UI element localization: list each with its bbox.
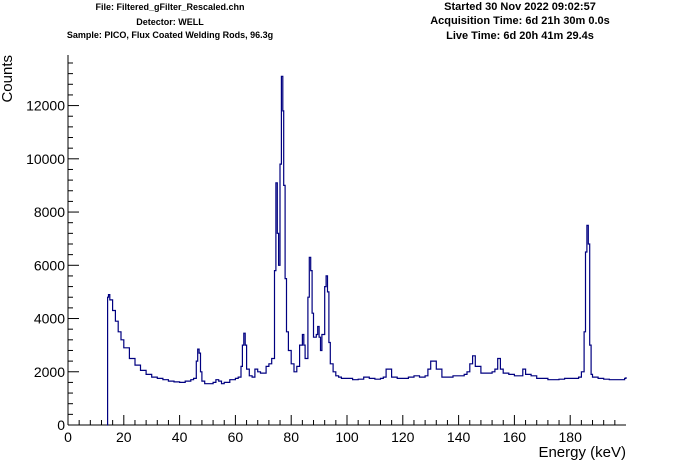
- sample-label: Sample: PICO, Flux Coated Welding Rods, …: [66, 30, 274, 40]
- detector-label: Detector: WELL: [136, 17, 204, 27]
- file-label: File: Filtered_gFilter_Rescaled.chn: [95, 2, 245, 12]
- x-tick-label: 20: [116, 429, 132, 445]
- y-tick-label: 4000: [34, 311, 65, 327]
- y-tick-label: 10000: [26, 151, 65, 167]
- y-axis-label: Counts: [0, 55, 16, 103]
- acquisition-time-label: Acquisition Time: 6d 21h 30m 0.0s: [430, 15, 610, 27]
- x-tick-label: 160: [503, 429, 527, 445]
- y-tick-label: 0: [57, 417, 65, 433]
- spectrum-line: [107, 75, 627, 426]
- y-tick-label: 6000: [34, 257, 65, 273]
- axes: 0 20 40 60 80 100 120 140 160 180 0 2000 4000 6000 800…: [26, 55, 626, 445]
- x-tick-label: 0: [64, 429, 72, 445]
- x-tick-label: 40: [172, 429, 188, 445]
- y-tick-label: 8000: [34, 204, 65, 220]
- spectrum-series: [107, 75, 627, 426]
- started-label: Started 30 Nov 2022 09:02:57: [444, 1, 596, 13]
- x-axis-label: Energy (keV): [538, 444, 626, 461]
- y-tick-label: 2000: [34, 364, 65, 380]
- y-tick-label: 12000: [26, 98, 65, 114]
- x-tick-label: 80: [283, 429, 299, 445]
- x-tick-label: 180: [559, 429, 583, 445]
- x-tick-label: 100: [335, 429, 359, 445]
- live-time-label: Live Time: 6d 20h 41m 29.4s: [446, 30, 594, 42]
- x-tick-label: 140: [447, 429, 471, 445]
- x-tick-label: 120: [391, 429, 415, 445]
- x-tick-label: 60: [228, 429, 244, 445]
